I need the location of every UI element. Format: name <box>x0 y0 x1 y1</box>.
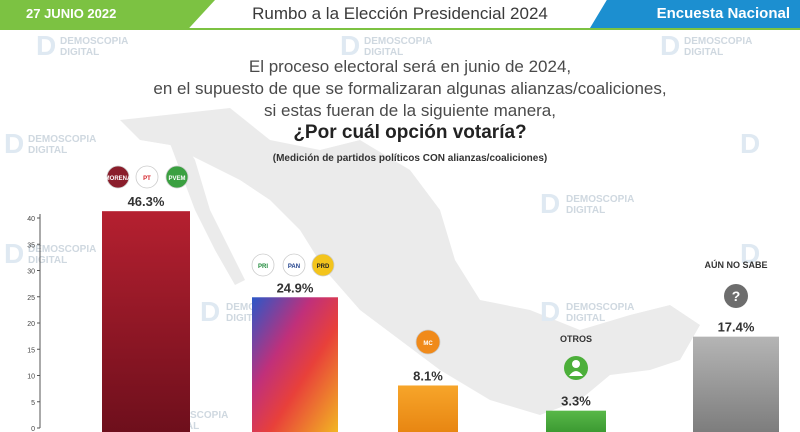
watermark-line2: DIGITAL <box>566 313 606 324</box>
y-tick-label: 5 <box>31 400 35 407</box>
survey-question: El proceso electoral será en junio de 20… <box>150 56 670 144</box>
question-line-1: El proceso electoral será en junio de 20… <box>248 57 572 76</box>
watermark-logo: D <box>4 128 25 159</box>
bar <box>398 385 458 432</box>
mc-logo-label: MC <box>423 341 433 347</box>
watermark-logo: D <box>36 30 57 61</box>
watermark-line2: DIGITAL <box>28 145 68 156</box>
watermark-line2: DIGITAL <box>566 205 606 216</box>
y-tick-label: 10 <box>27 374 35 381</box>
question-line-3: si estas fueran de la siguiente manera, <box>263 101 556 120</box>
watermark-line1: DEMOSCOPIA <box>684 36 753 47</box>
prd-logo <box>311 253 335 277</box>
watermark-logo: D <box>740 128 761 159</box>
watermark-logo: D <box>4 238 25 269</box>
category-label: AÚN NO SABE <box>704 259 767 270</box>
header-bar: 27 JUNIO 2022 Rumbo a la Elección Presid… <box>0 0 800 30</box>
watermark-logo: D <box>540 188 561 219</box>
header-divider <box>0 28 800 30</box>
pan-logo <box>282 253 306 277</box>
question-icon-glyph: ? <box>732 288 741 304</box>
y-tick-label: 40 <box>27 216 35 223</box>
y-tick-label: 15 <box>27 347 35 354</box>
question-icon <box>724 284 748 308</box>
prd-logo-label: PRD <box>317 264 330 270</box>
watermark-line2: DIGITAL <box>364 47 404 58</box>
y-tick-label: 35 <box>27 242 35 249</box>
bar-value-label: 8.1% <box>413 368 443 383</box>
watermark-logo: D <box>540 296 561 327</box>
bar-value-label: 46.3% <box>128 194 165 209</box>
pri-logo <box>251 253 275 277</box>
y-tick-label: 25 <box>27 295 35 302</box>
bar <box>693 336 779 432</box>
mc-logo <box>415 329 441 355</box>
bar <box>252 297 338 432</box>
pri-logo-label: PRI <box>258 264 268 270</box>
watermark-line2: DIGITAL <box>684 47 724 58</box>
watermark-line2: DIGITAL <box>28 255 68 266</box>
person-icon-body <box>569 371 583 376</box>
watermark-line1: DEMOSCOPIA <box>28 134 97 145</box>
pvem-logo <box>165 165 189 189</box>
pvem-logo-label: PVEM <box>168 176 185 182</box>
watermark-line1: DEMOSCOPIA <box>566 194 635 205</box>
watermark-logo: D <box>340 30 361 61</box>
y-tick-label: 0 <box>31 426 35 432</box>
question-line-4: ¿Por cuál opción votaría? <box>293 122 527 143</box>
watermark-line1: DEMOSCOPIA <box>364 36 433 47</box>
bar-value-label: 24.9% <box>277 280 314 295</box>
watermark-logo: D <box>740 238 761 269</box>
mexico-map-background <box>120 108 700 415</box>
watermark-line1: DEMOSCOPIA <box>566 302 635 313</box>
bar <box>102 211 190 432</box>
pt-logo-label: PT <box>143 176 151 182</box>
watermark-logo: D <box>200 296 221 327</box>
pt-logo <box>135 165 159 189</box>
watermark-line1: DEMOSCOPIA <box>60 36 129 47</box>
morena-logo-label: MORENA <box>105 176 132 182</box>
y-tick-label: 30 <box>27 269 35 276</box>
question-note: (Medición de partidos políticos CON alia… <box>272 153 548 164</box>
pan-logo-label: PAN <box>288 264 300 270</box>
bar-value-label: 17.4% <box>718 320 755 335</box>
date-banner: 27 JUNIO 2022 <box>0 0 215 28</box>
y-tick-label: 20 <box>27 321 35 328</box>
category-label: OTROS <box>560 334 592 344</box>
watermark-line2: DIGITAL <box>60 47 100 58</box>
watermark-line1: DEMOSCOPIA <box>28 244 97 255</box>
header-title: Rumbo a la Elección Presidencial 2024 <box>252 4 548 23</box>
watermark-logo: D <box>660 30 681 61</box>
watermark-line2: DIGITAL <box>226 313 266 324</box>
survey-type-banner: Encuesta Nacional <box>590 0 800 28</box>
watermark-line1: DEMOSCOPIA <box>160 410 229 421</box>
morena-logo <box>106 165 130 189</box>
bar <box>546 410 606 432</box>
question-line-2: en el supuesto de que se formalizaran al… <box>153 79 667 98</box>
bar-value-label: 3.3% <box>561 394 591 409</box>
person-icon-head <box>572 360 580 368</box>
